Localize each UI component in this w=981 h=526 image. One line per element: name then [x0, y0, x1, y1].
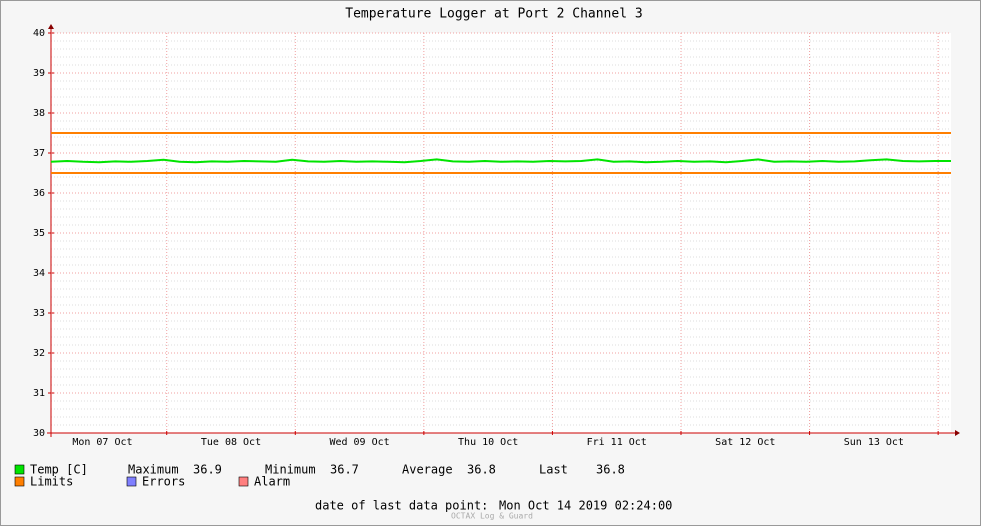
brand: OCTAX Log & Guard — [451, 512, 533, 521]
chart-title: Temperature Logger at Port 2 Channel 3 — [345, 7, 642, 22]
stat-label: Average — [402, 463, 453, 477]
stat-value: 36.8 — [596, 463, 625, 477]
y-tick-label: 34 — [33, 268, 45, 279]
legend-label: Errors — [142, 475, 185, 489]
stat-label: Last — [539, 463, 568, 477]
legend-label: Temp [C] — [30, 463, 88, 477]
legend-swatch — [126, 476, 137, 487]
x-tick-label: Thu 10 Oct — [458, 437, 518, 448]
stat-label: Maximum — [128, 463, 179, 477]
y-tick-label: 31 — [33, 388, 45, 399]
y-tick-label: 33 — [33, 308, 45, 319]
x-tick-label: Tue 08 Oct — [201, 437, 261, 448]
stat-label: Minimum — [265, 463, 316, 477]
legend-label: Limits — [30, 475, 73, 489]
y-tick-label: 37 — [33, 148, 45, 159]
x-tick-label: Wed 09 Oct — [329, 437, 389, 448]
stat-value: 36.9 — [193, 463, 222, 477]
footer-value: Mon Oct 14 2019 02:24:00 — [499, 499, 672, 513]
y-tick-label: 35 — [33, 228, 45, 239]
legend-swatch — [238, 476, 249, 487]
x-tick-label: Sat 12 Oct — [715, 437, 775, 448]
footer-label: date of last data point: — [315, 499, 488, 513]
marks — [50, 132, 951, 174]
y-tick-label: 38 — [33, 108, 45, 119]
y-tick-label: 36 — [33, 188, 45, 199]
y-tick-label: 40 — [33, 28, 45, 39]
legend-label: Alarm — [254, 475, 290, 489]
legend: Temp [C] Maximum 36.9 Minimum 36.7 Average 36.… — [14, 463, 625, 489]
stat-value: 36.7 — [330, 463, 359, 477]
y-tick-label: 30 — [33, 428, 45, 439]
x-tick-label: Mon 07 Oct — [72, 437, 132, 448]
x-tick-label: Fri 11 Oct — [587, 437, 647, 448]
stat-value: 36.8 — [467, 463, 496, 477]
y-tick-label: 39 — [33, 68, 45, 79]
x-tick-label: Sun 13 Oct — [844, 437, 904, 448]
grid: 30 31 32 33 34 35 36 37 38 39 40 Mon 07 Oct Tue 08 O… — [33, 24, 960, 448]
legend-swatch — [14, 464, 25, 475]
x-axis-arrow — [955, 430, 960, 436]
legend-swatch — [14, 476, 25, 487]
y-tick-label: 32 — [33, 348, 45, 359]
y-axis-arrow — [48, 24, 54, 29]
series-line — [50, 158, 951, 164]
